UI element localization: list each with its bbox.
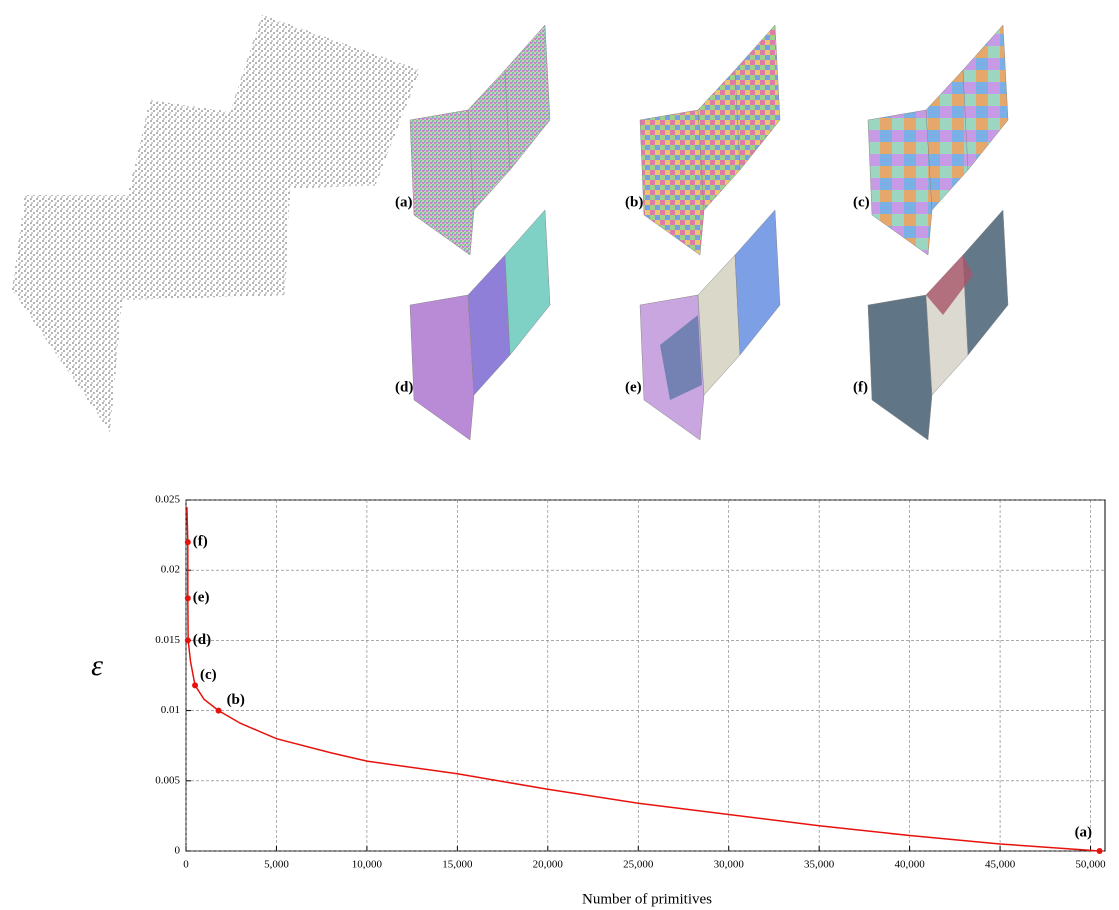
x-tick-label: 30,000 [714,859,745,871]
panel-face [697,69,741,211]
x-tick-label: 15,000 [442,859,473,871]
panel-face [504,209,551,356]
panel-label: (d) [395,379,413,395]
data-point [192,682,199,689]
panel-face [867,294,933,441]
panel [409,24,551,256]
x-tick-label: 45,000 [985,859,1016,871]
x-tick-label: 35,000 [804,859,835,871]
x-axis-label: Number of primitives [582,891,712,907]
chart: Number of primitives ε 0 5,000 10,000 15,00… [91,494,1106,908]
data-point [184,595,191,602]
point-label: (a) [1075,824,1093,840]
data-point [184,637,191,644]
panel-label: (c) [853,194,870,210]
panel-face [734,24,781,171]
panel-face [734,209,781,356]
panel-label: (a) [395,194,413,210]
x-tick-label: 40,000 [894,859,925,871]
panel-face [660,315,702,400]
point-label: (f) [193,534,208,550]
panel [409,209,551,441]
panel-face [926,255,973,315]
panel-face [504,24,551,171]
y-tick-label: 0.015 [155,634,180,646]
data-line [186,507,1100,852]
panel [867,24,1009,256]
x-tick-label: 50,000 [1075,859,1106,871]
x-tick-label: 0 [183,859,189,871]
y-tick-label: 0.005 [155,774,180,786]
panel [639,209,781,441]
panel-label: (f) [853,379,868,395]
y-tick-label: 0.025 [155,494,180,506]
plot-frame [185,499,1106,852]
panel-face [409,109,475,256]
point-label: (d) [193,632,211,648]
x-tick-label: 10,000 [352,859,383,871]
panel-face [409,294,475,441]
panel-face [962,24,1009,171]
x-tick-label: 25,000 [623,859,654,871]
point-label: (b) [227,692,245,708]
panel-label: (b) [625,194,643,210]
panel-face [925,69,969,211]
panel-face [467,254,511,396]
panel-face [467,69,511,211]
panel-label: (e) [625,379,642,395]
panel-face [639,109,705,256]
x-tick-label: 20,000 [533,859,564,871]
y-tick-label: 0.02 [161,564,180,576]
point-label: (c) [200,667,217,683]
x-tick-label: 5,000 [264,859,289,871]
data-point [1096,848,1103,854]
panel-face [867,109,933,256]
panels: (a) (b) (c) (d) (e) (f) [395,24,1009,441]
data-point [184,539,191,546]
panel [639,24,781,256]
y-tick-label: 0 [175,845,181,857]
y-tick-label: 0.01 [161,704,180,716]
panel [867,209,1009,441]
y-axis-label: ε [91,649,103,682]
point-cloud [12,15,420,432]
panel-face [962,209,1009,356]
data-point [215,707,222,714]
panel-face [697,254,741,396]
point-label: (e) [193,590,210,606]
